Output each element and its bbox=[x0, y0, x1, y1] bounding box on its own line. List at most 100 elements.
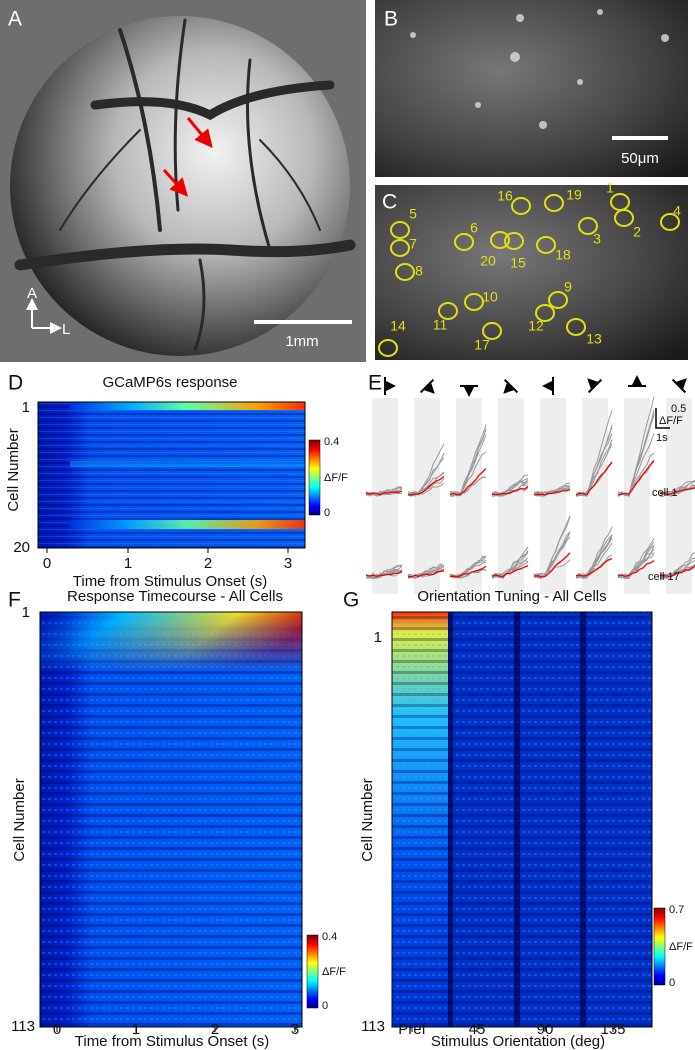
x-tick-label: 2 bbox=[211, 1021, 219, 1038]
cell-label: 17 bbox=[474, 337, 490, 353]
colorbar-label: ΔF/F bbox=[669, 941, 693, 953]
cell-label: 18 bbox=[555, 247, 571, 263]
stimulus-icon bbox=[503, 378, 519, 394]
y-label: Cell Number bbox=[359, 778, 376, 861]
trace bbox=[575, 443, 613, 497]
trace bbox=[533, 531, 571, 577]
cell-label: 1 bbox=[606, 180, 614, 196]
scale-label: 50μm bbox=[621, 150, 659, 167]
trace bbox=[533, 536, 571, 577]
cell-outline bbox=[535, 304, 555, 322]
y-tick-label: 20 bbox=[13, 539, 30, 556]
cell-outline bbox=[390, 221, 410, 239]
axes-frame bbox=[37, 401, 306, 549]
colorbar-tick: 0 bbox=[324, 507, 330, 519]
trace bbox=[365, 565, 403, 579]
colorbar-tick: 0 bbox=[322, 1000, 328, 1012]
y-label: Cell Number bbox=[11, 778, 28, 861]
panel-label: D bbox=[8, 372, 23, 395]
scale-label: 1mm bbox=[285, 333, 318, 350]
heatmap-texture bbox=[392, 612, 652, 1027]
stimulus-icon bbox=[460, 385, 478, 397]
scale-label: 0.5 bbox=[671, 403, 686, 415]
x-ticks: Pref 45 90 135 bbox=[398, 1021, 625, 1038]
cell-label: 10 bbox=[482, 289, 498, 305]
trace bbox=[575, 554, 613, 580]
heatmap-row bbox=[70, 461, 305, 467]
x-tick-label: 2 bbox=[204, 555, 212, 572]
cell-outline bbox=[566, 318, 586, 336]
trace bbox=[617, 553, 655, 579]
x-tick-label: 1 bbox=[132, 1021, 140, 1038]
cell-outline bbox=[578, 217, 598, 235]
somata bbox=[410, 9, 669, 129]
trace bbox=[659, 483, 695, 497]
trace bbox=[449, 428, 487, 497]
cell-label: 15 bbox=[510, 255, 526, 271]
cell-outline bbox=[614, 209, 634, 227]
cell-label: 16 bbox=[497, 188, 513, 204]
mean-trace bbox=[660, 487, 695, 496]
y-tick-label: 113 bbox=[361, 1018, 385, 1035]
y-tick-label: 113 bbox=[11, 1018, 35, 1035]
stimulus-icon bbox=[587, 378, 603, 394]
axes-frame bbox=[391, 611, 653, 1028]
colorbar bbox=[306, 934, 319, 1009]
mean-trace bbox=[533, 552, 571, 578]
panel-label: C bbox=[382, 191, 397, 214]
trace bbox=[407, 482, 445, 495]
trace bbox=[407, 457, 445, 495]
colorbar-tick: 0 bbox=[669, 977, 675, 989]
stimulus-icon bbox=[628, 375, 646, 387]
stimulus-icon bbox=[671, 378, 687, 394]
x-tick-label: 3 bbox=[291, 1021, 299, 1038]
arrow bbox=[186, 117, 213, 148]
mean-trace bbox=[449, 468, 487, 496]
mean-trace bbox=[659, 565, 695, 578]
mean-trace bbox=[617, 560, 655, 577]
cell-label: 6 bbox=[470, 220, 478, 236]
cell-outline bbox=[482, 322, 502, 340]
cell-label: 5 bbox=[409, 206, 417, 222]
y-label: Cell Number bbox=[5, 428, 22, 511]
cell-outline bbox=[544, 194, 564, 212]
x-tick-label: Pref bbox=[398, 1021, 426, 1038]
cell-label: 13 bbox=[586, 331, 602, 347]
mean-trace bbox=[491, 565, 529, 578]
colorbar-label: ΔF/F bbox=[322, 966, 346, 978]
heatmap-hot bbox=[40, 612, 302, 672]
trace bbox=[575, 439, 613, 497]
x-ticks: 0 1 2 3 bbox=[43, 548, 292, 572]
cell-outline bbox=[464, 293, 484, 311]
row-label: cell 17 bbox=[648, 571, 680, 583]
trace bbox=[449, 451, 487, 494]
cell-outline bbox=[395, 263, 415, 281]
icon-bar bbox=[503, 378, 519, 394]
title: GCaMP6s response bbox=[102, 374, 237, 391]
scale-label: 1s bbox=[656, 432, 668, 444]
heatmap-texture bbox=[40, 612, 302, 1027]
trace bbox=[491, 484, 529, 497]
stimulus-period bbox=[414, 398, 440, 594]
trace bbox=[365, 488, 403, 497]
mean-trace bbox=[575, 461, 613, 496]
mean-trace bbox=[365, 570, 403, 577]
icon-arrow bbox=[587, 378, 598, 389]
icon-arrow bbox=[676, 378, 687, 389]
y-tick-label: 1 bbox=[22, 604, 30, 621]
trace bbox=[491, 478, 529, 497]
title: Response Timecourse - All Cells bbox=[67, 588, 283, 605]
cell-outline bbox=[536, 236, 556, 254]
x-label: Stimulus Orientation (deg) bbox=[431, 1033, 605, 1050]
trace bbox=[491, 474, 529, 497]
x-label: Time from Stimulus Onset (s) bbox=[73, 573, 267, 590]
x-tick-label: 45 bbox=[469, 1021, 486, 1038]
photo-b bbox=[375, 0, 688, 177]
cell-label: 3 bbox=[593, 231, 601, 247]
mean-trace bbox=[533, 488, 571, 496]
cell-outline bbox=[390, 239, 410, 257]
y-tick-label: 1 bbox=[374, 629, 382, 646]
row-label: cell 1 bbox=[652, 487, 678, 499]
axes-frame bbox=[39, 611, 303, 1028]
orient-label: A bbox=[27, 285, 37, 302]
